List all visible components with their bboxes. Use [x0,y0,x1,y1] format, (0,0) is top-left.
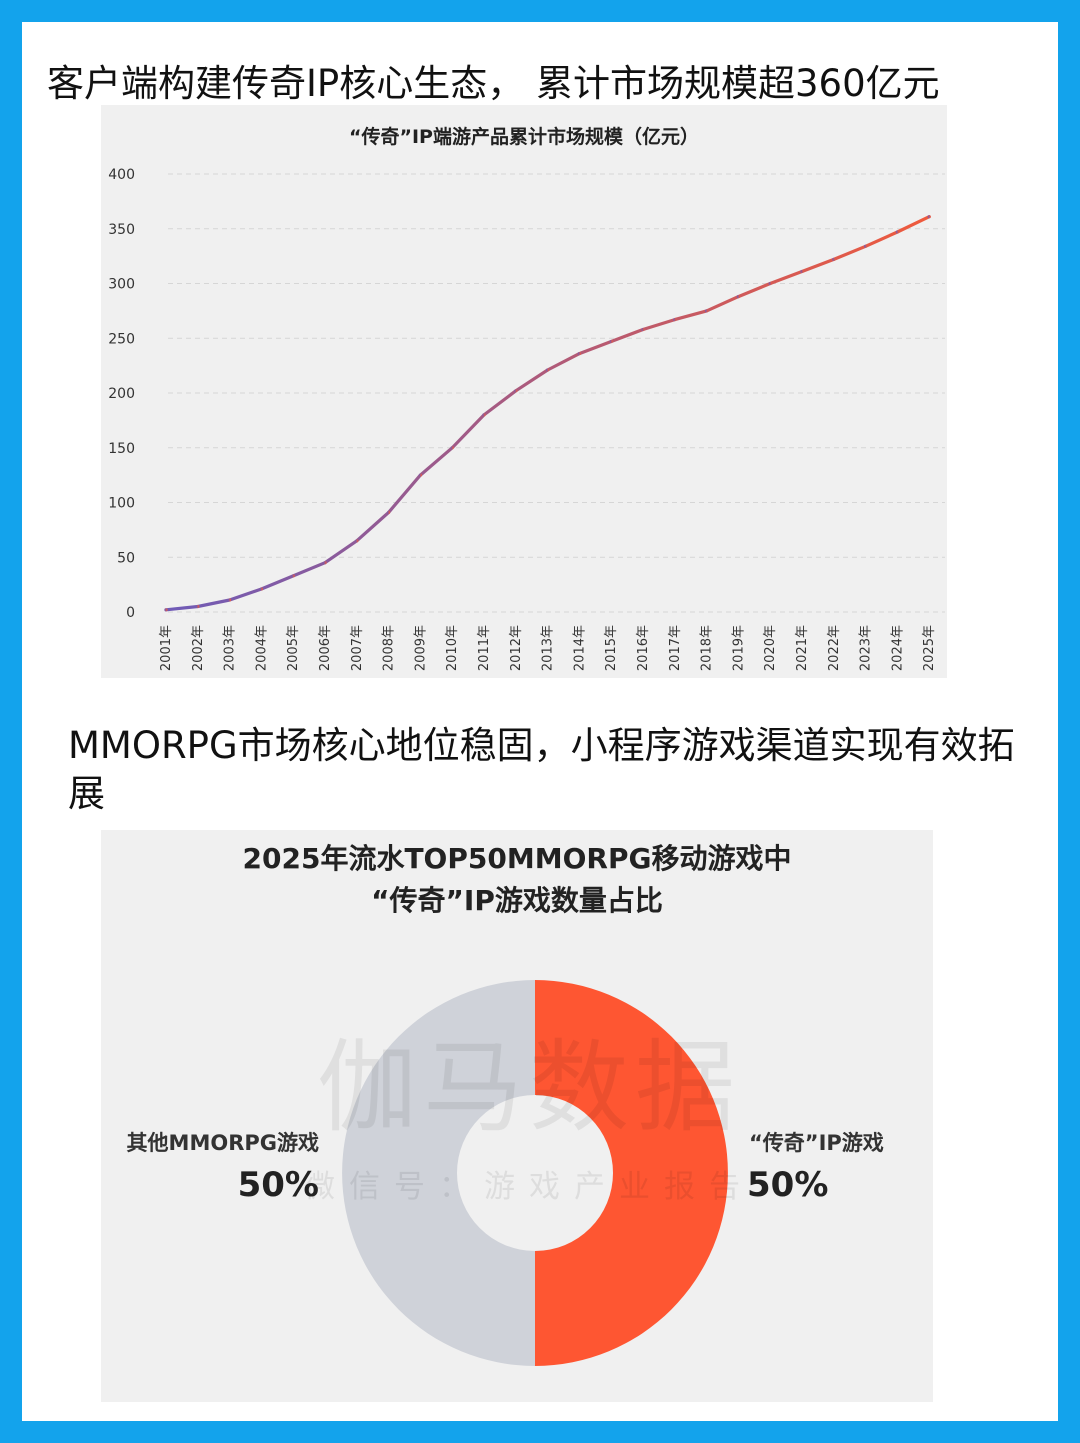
data-point [546,368,550,372]
y-tick-label: 150 [108,441,135,457]
x-tick-label: 2006年 [318,625,333,671]
x-tick-label: 2019年 [731,625,746,671]
data-point [768,281,772,286]
cumulative-market-line-chart: “传奇”IP端游产品累计市场规模（亿元） 0 50 100 150 200 250 300 35… [108,125,945,671]
watermark-logo-text: 伽马数据 [317,1029,741,1146]
data-point [514,389,518,393]
x-tick-label: 2003年 [223,625,238,671]
x-tick-label: 2014年 [572,625,587,671]
data-point [164,608,168,612]
line-chart-title: “传奇”IP端游产品累计市场规模（亿元） [349,125,699,148]
x-tick-label: 2010年 [445,625,460,671]
x-tick-label: 2012年 [509,625,524,671]
data-point [895,230,900,234]
data-point [577,351,581,356]
data-point [482,413,486,417]
post-card: 客户端构建传奇IP核心生态， 累计市场规模超360亿元 “传奇”IP端游产品累计… [22,22,1058,1421]
data-point [291,574,295,578]
y-tick-label: 0 [126,605,135,621]
x-tick-label: 2011年 [477,625,492,671]
y-tick-label: 100 [108,496,135,512]
data-point [864,244,868,248]
data-point [927,215,931,219]
x-tick-label: 2018年 [700,625,715,671]
data-point [259,587,263,591]
data-point [450,446,454,450]
y-tick-label: 350 [108,222,135,238]
data-point [355,539,359,543]
data-point [609,339,613,344]
x-tick-label: 2009年 [413,625,428,671]
x-tick-label: 2020年 [763,625,778,671]
x-tick-label: 2023年 [859,625,874,671]
data-point [387,510,391,514]
data-point [705,309,709,313]
data-point [641,327,645,332]
data-point [832,257,836,262]
data-point [736,295,741,299]
slice-label: “传奇”IP游戏 [749,1131,884,1155]
data-point [228,598,232,602]
y-tick-label: 250 [108,331,135,347]
y-tick-label: 50 [117,550,135,566]
y-tick-label: 200 [108,386,135,402]
ip-share-donut-chart: 2025年流水TOP50MMORPG移动游戏中 “传奇”IP游戏数量占比伽马数据微… [127,842,884,1366]
slice-percent-label: 50% [238,1165,319,1205]
donut-title-line: 2025年流水TOP50MMORPG移动游戏中 [243,842,792,875]
x-tick-label: 2016年 [636,625,651,671]
donut-chart-panel: 2025年流水TOP50MMORPG移动游戏中 “传奇”IP游戏数量占比伽马数据微… [101,830,933,1402]
x-tick-label: 2022年 [827,625,842,671]
data-point [418,473,422,477]
donut-slice [535,980,728,1366]
series-line [164,215,931,612]
x-tick-label: 2002年 [191,625,206,671]
section-title-market-size: 客户端构建传奇IP核心生态， 累计市场规模超360亿元 [47,62,940,105]
x-tick-label: 2008年 [382,625,397,671]
x-tick-label: 2024年 [890,625,905,671]
x-tick-label: 2017年 [668,625,683,671]
x-tick-label: 2001年 [159,625,174,671]
data-point [196,604,200,609]
watermark-subtitle-text: 微信号：游戏产业报告 [304,1169,754,1205]
section-title-mmorpg: MMORPG市场核心地位稳固，小程序游戏渠道实现有效拓展 [68,724,1015,815]
donut-slice [342,980,535,1366]
slice-label: 其他MMORPG游戏 [127,1131,319,1155]
data-point [800,269,804,274]
x-tick-label: 2021年 [795,625,810,671]
line-chart-panel: “传奇”IP端游产品累计市场规模（亿元） 0 50 100 150 200 250 300 35… [101,105,947,678]
x-tick-label: 2015年 [604,625,619,671]
x-tick-label: 2004年 [254,625,269,671]
y-tick-label: 400 [108,167,135,183]
y-tick-label: 300 [108,277,135,293]
x-tick-label: 2013年 [541,625,556,671]
data-point [323,561,327,565]
x-tick-label: 2025年 [922,625,937,671]
data-point [673,318,677,322]
donut-title-line: “传奇”IP游戏数量占比 [371,884,663,917]
x-tick-label: 2007年 [350,625,365,671]
x-tick-label: 2005年 [286,625,301,671]
slice-percent-label: 50% [747,1165,828,1205]
